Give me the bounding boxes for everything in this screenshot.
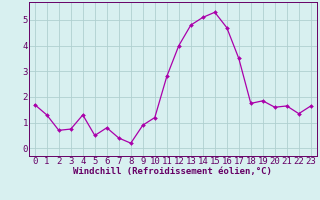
- X-axis label: Windchill (Refroidissement éolien,°C): Windchill (Refroidissement éolien,°C): [73, 167, 272, 176]
